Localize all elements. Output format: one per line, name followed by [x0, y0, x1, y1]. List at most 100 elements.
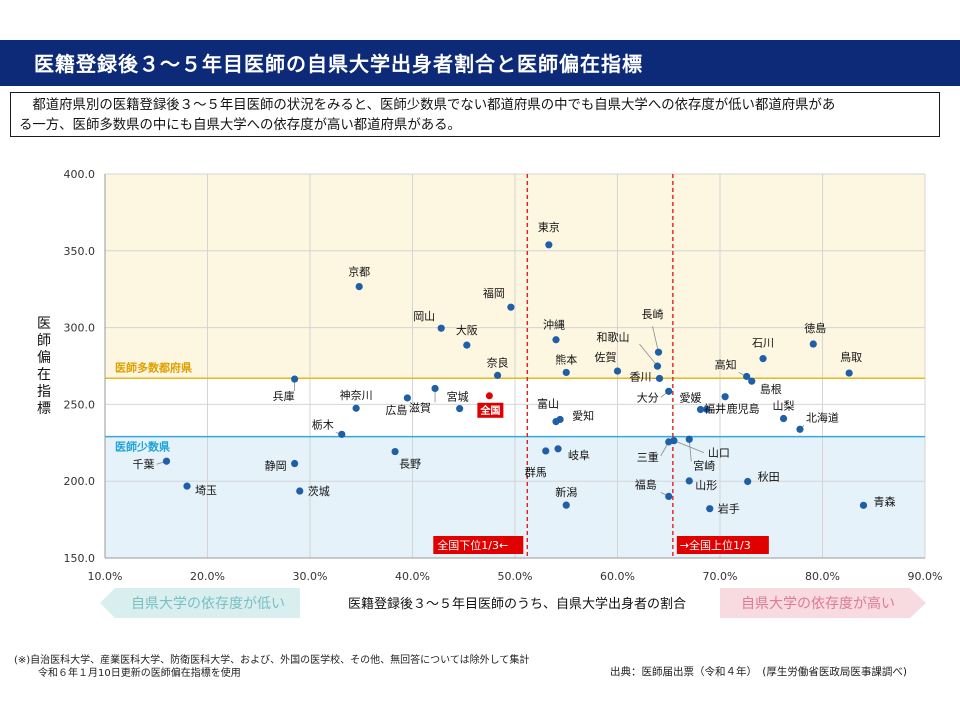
- data-label-秋田: 秋田: [758, 470, 780, 484]
- x-axis-label: 医籍登録後３～５年目医師のうち、自県大学出身者の割合: [348, 596, 686, 612]
- high-dependency-label: 自県大学の依存度が高い: [741, 595, 895, 612]
- data-label-大分: 大分: [637, 390, 659, 404]
- data-label-北海道: 北海道: [806, 410, 839, 424]
- data-label-滋賀: 滋賀: [409, 401, 431, 414]
- data-point-兵庫: [291, 375, 299, 383]
- y-tick-label: 350.0: [64, 245, 96, 258]
- data-label-三重: 三重: [637, 450, 659, 464]
- data-point-茨城: [296, 487, 304, 495]
- x-tick-label: 20.0%: [190, 570, 225, 583]
- data-point-北海道: [796, 425, 804, 433]
- minority-label: 医師少数県: [115, 440, 170, 454]
- y-axis-label-char: 師: [37, 333, 51, 349]
- data-point-和歌山: [653, 362, 662, 370]
- data-label-佐賀: 佐賀: [595, 350, 617, 364]
- data-label-香川: 香川: [630, 370, 652, 383]
- data-point-広島: [403, 394, 411, 402]
- data-point-東京: [545, 241, 553, 249]
- data-point-高知: [743, 372, 751, 381]
- data-point-岐阜: [554, 445, 562, 453]
- data-label-長崎: 長崎: [642, 307, 664, 321]
- data-point-静岡: [291, 459, 299, 468]
- data-point-愛媛: [696, 405, 705, 414]
- data-label-島根: 島根: [760, 382, 782, 396]
- data-label-栃木: 栃木: [312, 417, 334, 431]
- data-point-栃木: [338, 430, 346, 438]
- x-tick-label: 40.0%: [395, 570, 430, 583]
- data-label-宮城: 宮城: [447, 390, 469, 404]
- data-label-富山: 富山: [537, 397, 559, 411]
- national-label-bg: [477, 402, 504, 418]
- lower-third-label-bg: [433, 536, 524, 554]
- data-point-沖縄: [552, 336, 560, 344]
- page-title: 医籍登録後３～５年目医師の自県大学出身者割合と医師偏在指標: [34, 52, 643, 76]
- data-label-宮崎: 宮崎: [693, 458, 715, 472]
- data-label-山梨: 山梨: [773, 399, 795, 413]
- data-point-群馬: [542, 447, 550, 455]
- data-label-千葉: 千葉: [133, 457, 155, 471]
- data-point-鳥取: [845, 369, 853, 377]
- x-tick-label: 10.0%: [88, 570, 123, 583]
- data-point-千葉: [162, 457, 171, 465]
- data-label-岐阜: 岐阜: [568, 449, 590, 462]
- data-label-沖縄: 沖縄: [543, 318, 565, 332]
- data-label-高知: 高知: [715, 357, 737, 371]
- data-label-岡山: 岡山: [413, 310, 435, 323]
- footnote-line-2: 令和６年１月10日更新の医師偏在指標を使用: [38, 668, 241, 679]
- data-point-神奈川: [352, 404, 360, 412]
- data-label-神奈川: 神奈川: [340, 388, 373, 402]
- x-tick-label: 90.0%: [908, 570, 943, 583]
- data-point-徳島: [809, 340, 817, 348]
- high-dependency-arrow: [720, 588, 926, 618]
- data-label-徳島: 徳島: [804, 321, 826, 335]
- data-label-埼玉: 埼玉: [195, 483, 217, 497]
- data-label-広島: 広島: [385, 403, 407, 417]
- data-label-山形: 山形: [695, 479, 717, 492]
- data-point-愛知: [556, 415, 564, 424]
- data-label-和歌山: 和歌山: [596, 330, 629, 344]
- data-point-岡山: [437, 324, 445, 332]
- y-axis-label-char: 指: [37, 384, 51, 400]
- summary-line-1: 都道府県別の医籍登録後３～５年目医師の状況をみると、医師少数県でない都道府県の中…: [19, 98, 836, 113]
- title-bar: [0, 40, 960, 86]
- data-point-山形: [685, 477, 693, 485]
- data-point-佐賀: [613, 367, 622, 375]
- data-point-岩手: [706, 505, 714, 513]
- data-point-大阪: [463, 341, 471, 349]
- x-tick-label: 70.0%: [703, 570, 738, 583]
- data-point-京都: [355, 282, 363, 291]
- x-tick-label: 60.0%: [600, 570, 635, 583]
- data-label-山口: 山口: [708, 447, 730, 460]
- data-point-山口: [670, 437, 678, 445]
- x-tick-label: 50.0%: [498, 570, 533, 583]
- data-point-秋田: [744, 477, 752, 486]
- data-point-福岡: [507, 303, 515, 311]
- data-label-福岡: 福岡: [483, 286, 505, 300]
- leader-line: [652, 326, 659, 353]
- data-label-青森: 青森: [874, 494, 896, 508]
- data-point-熊本: [562, 368, 570, 377]
- data-label-茨城: 茨城: [308, 484, 330, 498]
- data-point-島根: [748, 377, 756, 385]
- data-label-愛知: 愛知: [572, 408, 594, 422]
- leader-line: [639, 343, 658, 367]
- y-axis-label-char: 偏: [37, 350, 51, 366]
- low-dependency-label: 自県大学の依存度が低い: [131, 596, 285, 612]
- data-point-新潟: [562, 501, 570, 509]
- data-point-長崎: [654, 348, 663, 356]
- y-tick-label: 200.0: [64, 475, 96, 488]
- data-label-静岡: 静岡: [265, 459, 287, 473]
- source-note: 出典：医師届出票（令和４年） (厚生労働省医政局医事課調べ): [610, 666, 907, 678]
- lower-third-label: 全国下位1/3←: [437, 538, 508, 552]
- data-label-福井: 福井: [704, 402, 726, 416]
- leader-line: [673, 440, 705, 454]
- data-label-京都: 京都: [348, 265, 370, 279]
- data-point-全国: [485, 392, 493, 400]
- data-label-鳥取: 鳥取: [840, 350, 862, 364]
- data-label-愛媛: 愛媛: [680, 390, 702, 404]
- data-label-奈良: 奈良: [487, 355, 509, 369]
- data-point-福島: [665, 492, 673, 501]
- y-tick-label: 400.0: [64, 168, 96, 181]
- data-label-岩手: 岩手: [718, 502, 740, 516]
